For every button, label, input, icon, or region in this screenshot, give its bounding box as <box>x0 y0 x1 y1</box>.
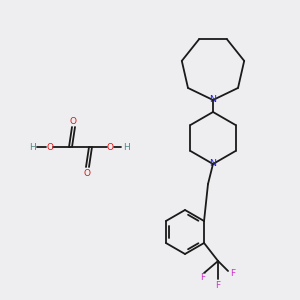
Text: N: N <box>209 95 217 104</box>
Text: O: O <box>70 116 76 125</box>
Text: O: O <box>46 142 53 152</box>
Text: O: O <box>106 142 113 152</box>
Text: F: F <box>215 280 220 290</box>
Text: H: H <box>123 142 129 152</box>
Text: N: N <box>209 160 217 169</box>
Text: H: H <box>28 142 35 152</box>
Text: O: O <box>83 169 91 178</box>
Text: F: F <box>230 269 236 278</box>
Text: F: F <box>200 274 206 283</box>
